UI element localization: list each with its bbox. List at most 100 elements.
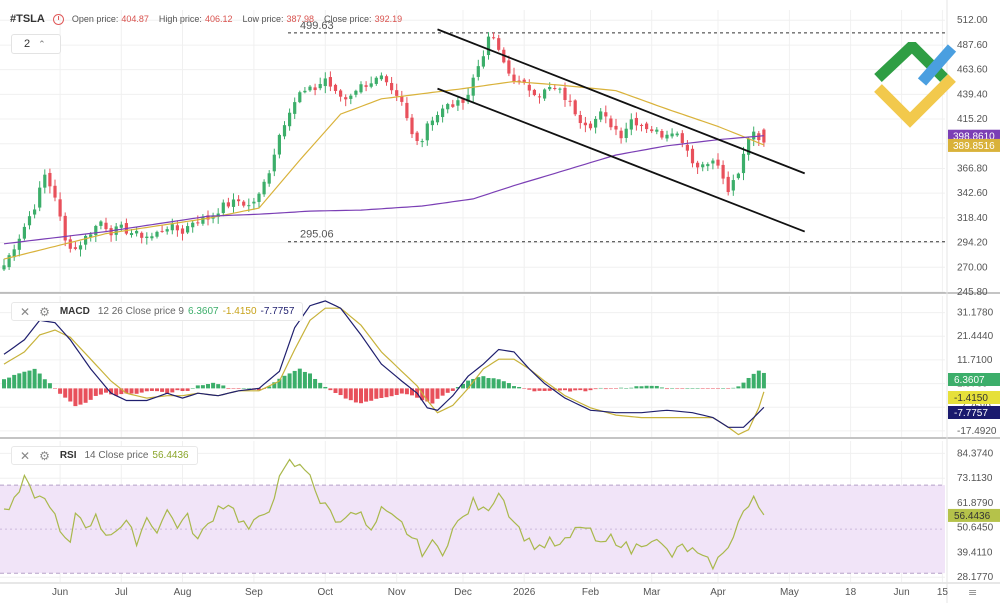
macd-histogram-bar (124, 388, 129, 394)
candle-body (247, 205, 251, 207)
macd-tag-label: -7.7757 (954, 408, 988, 419)
axis-tick-label: 270.00 (957, 262, 988, 273)
macd-histogram-bar (221, 385, 226, 389)
macd-histogram-bar (104, 388, 108, 393)
macd-histogram-bar (404, 388, 409, 395)
candle-body (84, 235, 88, 245)
macd-histogram-bar (614, 388, 618, 389)
candle-body (537, 96, 542, 98)
candle-body (466, 94, 470, 102)
candle-body (497, 38, 501, 50)
channel-lower-line (437, 87, 806, 233)
close-label: Close price: (324, 14, 372, 24)
candle-body (522, 79, 526, 83)
candle-body (639, 124, 644, 126)
macd-histogram-bar (542, 388, 547, 391)
macd-histogram-bar (659, 387, 664, 389)
candle-body (73, 247, 77, 249)
candle-body (512, 74, 516, 82)
candle-body (614, 125, 618, 130)
candle-body (583, 122, 587, 126)
macd-histogram-bar (180, 388, 185, 392)
candle-body (150, 236, 154, 239)
axis-tick-label: 61.8790 (957, 498, 994, 509)
macd-histogram-bar (12, 374, 17, 389)
clock-icon[interactable] (52, 13, 64, 25)
candle-body (53, 185, 57, 198)
macd-histogram-bar (756, 370, 761, 389)
macd-histogram-bar (348, 388, 353, 401)
candle-body (752, 131, 756, 140)
candle-body (272, 154, 276, 172)
candle-body (323, 78, 327, 87)
gear-icon[interactable]: ⚙ (39, 448, 50, 463)
settings-icon[interactable]: ≡ (968, 586, 977, 599)
axis-tick-label: 439.40 (957, 89, 988, 100)
macd-histogram-bar (93, 388, 98, 396)
candle-body (706, 164, 710, 167)
macd-histogram-bar (394, 388, 399, 395)
chevron-up-icon: ⌃ (38, 38, 46, 49)
macd-histogram-bar (78, 388, 83, 405)
macd-params: 12 26 Close price 9 (97, 306, 184, 317)
time-axis: Jun Jul Aug Sep Oct Nov Dec 2026 Feb Mar Apr May 18 J… (52, 586, 977, 599)
candle-body (27, 216, 32, 226)
high-value: 406.12 (204, 14, 233, 24)
candle-body (430, 120, 434, 126)
candle-body (175, 225, 179, 231)
macd-histogram-bar (389, 388, 394, 397)
close-icon[interactable]: ✕ (20, 304, 31, 319)
candle-body (379, 75, 383, 80)
macd-histogram-bar (654, 385, 659, 389)
candle-body (99, 221, 103, 226)
macd-histogram-bar (206, 384, 210, 389)
macd-histogram-bar (690, 388, 695, 389)
macd-histogram-bar (710, 388, 715, 389)
candle-body (38, 187, 42, 208)
macd-histogram-bar (608, 388, 613, 389)
candle-body (420, 141, 424, 143)
time-label: Jun (894, 587, 910, 598)
macd-histogram-bar (359, 388, 363, 404)
candle-body (180, 228, 185, 234)
candle-body (206, 215, 210, 220)
brand-logo (874, 42, 957, 128)
axis-tick-label: 84.3740 (957, 448, 994, 459)
rsi-line (3, 458, 765, 571)
candle-body (690, 148, 695, 164)
macd-histogram-bar (700, 388, 705, 389)
candle-body (237, 199, 241, 202)
macd-histogram-bar (22, 371, 27, 389)
axis-tick-label: 28.1770 (957, 572, 994, 583)
macd-histogram-bar (195, 385, 200, 389)
macd-histogram-bar (282, 375, 287, 389)
axis-tick-label: 21.4440 (957, 331, 994, 342)
candle-body (267, 173, 271, 184)
candle-body (476, 66, 480, 77)
candle-body (665, 134, 669, 139)
close-value: 392.19 (374, 14, 403, 24)
macd-histogram-bar (455, 387, 460, 389)
macd-histogram-bar (435, 388, 440, 399)
macd-histogram-bar (644, 385, 649, 389)
interval-selector[interactable]: 2 ⌃ (11, 34, 61, 54)
candle-body (308, 86, 312, 91)
macd-histogram-bar (226, 388, 231, 390)
candle-body (634, 117, 638, 126)
macd-histogram-bar (328, 388, 333, 391)
candle-body (221, 202, 225, 214)
macd-histogram-bar (190, 388, 195, 389)
macd-histogram-bar (481, 376, 486, 389)
macd-histogram-bar (665, 388, 669, 390)
close-icon[interactable]: ✕ (20, 448, 31, 463)
candle-body (716, 159, 720, 166)
macd-histogram-bar (369, 388, 374, 401)
axis-tick-label: 31.1780 (957, 308, 994, 319)
candle-body (655, 129, 659, 132)
macd-histogram-bar (629, 387, 634, 389)
gear-icon[interactable]: ⚙ (39, 304, 50, 319)
axis-tick-label: 39.4110 (957, 547, 993, 558)
candle-body (17, 238, 21, 250)
macd-histogram-bar (119, 388, 124, 395)
